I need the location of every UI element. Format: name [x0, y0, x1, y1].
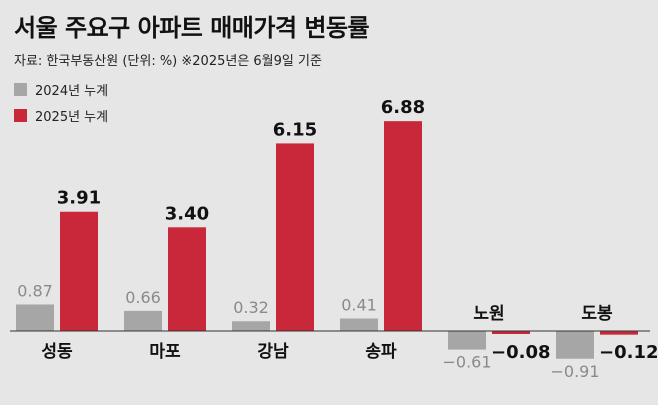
category-label-6: 도봉	[581, 304, 613, 324]
value-label-2025-6: −0.12	[599, 342, 658, 363]
bar-2024-4	[340, 318, 378, 331]
value-label-2025-5: −0.08	[491, 342, 551, 363]
bar-2024-6	[556, 331, 594, 359]
bar-2025-4	[384, 121, 422, 331]
legend-item-2024: 2024년 누계	[14, 76, 108, 102]
value-label-2024-3: 0.32	[233, 298, 269, 317]
legend-label-2024: 2024년 누계	[35, 83, 109, 99]
value-label-2025-3: 6.15	[273, 119, 317, 140]
bar-2024-3	[232, 321, 270, 331]
legend: 2024년 누계 2025년 누계	[14, 76, 108, 128]
chart-title: 서울 주요구 아파트 매매가격 변동률	[14, 14, 370, 42]
bar-2025-1	[60, 211, 98, 331]
bar-2024-5	[448, 331, 486, 350]
value-label-2024-4: 0.41	[341, 295, 377, 314]
legend-swatch-2025	[14, 108, 27, 122]
value-label-2025-1: 3.91	[57, 188, 101, 209]
chart-subtitle: 자료: 한국부동산원 (단위: %) ※2025년은 6월9일 기준	[14, 54, 322, 69]
category-label-4: 송파	[365, 342, 397, 362]
category-label-3: 강남	[257, 342, 289, 362]
bar-2025-2	[168, 227, 206, 331]
value-label-2024-1: 0.87	[17, 281, 53, 300]
bar-2025-3	[276, 143, 314, 331]
legend-label-2025: 2025년 누계	[35, 109, 109, 125]
value-label-2025-4: 6.88	[381, 97, 425, 118]
value-label-2024-2: 0.66	[125, 288, 161, 307]
value-label-2025-2: 3.40	[165, 203, 209, 224]
bar-2024-2	[124, 310, 162, 331]
bar-2025-6	[600, 331, 638, 335]
category-label-2: 마포	[149, 342, 181, 362]
value-label-2024-5: −0.61	[442, 353, 491, 372]
value-label-2024-6: −0.91	[550, 362, 599, 381]
category-label-1: 성동	[41, 342, 73, 362]
bar-2024-1	[16, 304, 54, 331]
bar-2025-5	[492, 331, 530, 334]
category-label-5: 노원	[473, 304, 504, 324]
legend-item-2025: 2025년 누계	[14, 102, 108, 128]
legend-swatch-2024	[14, 82, 27, 96]
